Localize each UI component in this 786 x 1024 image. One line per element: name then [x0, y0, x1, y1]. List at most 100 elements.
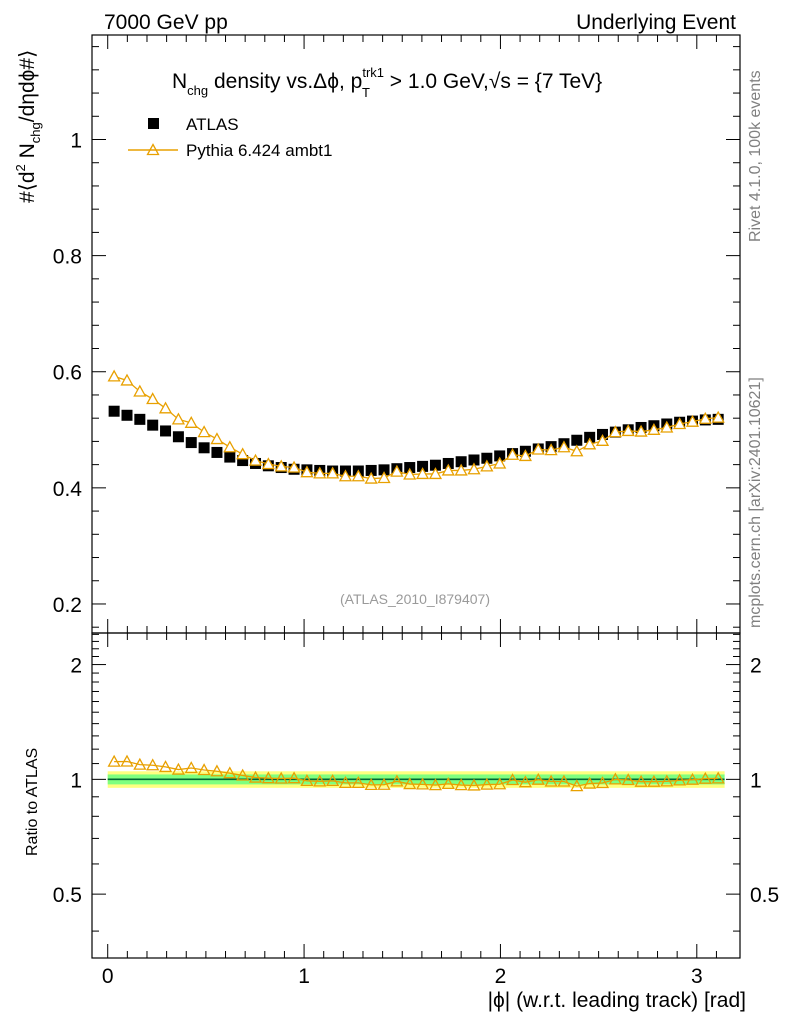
pythia-ratio-point	[505, 773, 520, 786]
atlas-data-point	[584, 431, 596, 443]
pythia-data-point	[647, 422, 661, 435]
pythia-ratio-point	[570, 779, 584, 792]
x-tick-label: 2	[495, 965, 507, 988]
pythia-data-point	[146, 392, 160, 405]
pythia-ratio-point	[544, 774, 558, 787]
pythia-data-point	[171, 412, 185, 425]
pythia-data-point	[158, 401, 173, 414]
pythia-data-point	[557, 440, 571, 453]
pythia-ratio-point	[248, 770, 263, 783]
pythia-data-point	[595, 433, 610, 446]
pythia-ratio-line	[114, 760, 719, 787]
pythia-data-point	[107, 369, 121, 382]
pythia-ratio-point	[287, 771, 301, 784]
ratio-y-axis-title: Ratio to ATLAS	[24, 748, 41, 856]
atlas-data-point	[378, 464, 390, 476]
pythia-ratio-point	[184, 761, 198, 774]
main-y-axis-title: #⟨d2 Nchg/dηdϕ#⟩	[13, 50, 43, 203]
main-y-tick-label: 0.8	[53, 246, 82, 269]
atlas-data-point	[237, 455, 249, 467]
atlas-data-point	[198, 442, 210, 454]
pythia-data-point	[685, 414, 700, 427]
pythia-data-point	[403, 467, 417, 480]
atlas-data-point	[417, 460, 429, 472]
main-y-tick-label: 0.4	[53, 478, 83, 501]
legend-data-label: ATLAS	[186, 115, 239, 134]
x-tick-label: 1	[298, 965, 310, 988]
pythia-ratio-point	[711, 771, 725, 784]
pythia-data-point	[467, 462, 481, 475]
pythia-ratio-point	[685, 772, 700, 785]
ratio-y-tick-label-left: 1	[70, 769, 82, 792]
pythia-ratio-point	[531, 772, 545, 785]
pythia-data-point	[660, 420, 674, 433]
pythia-ratio-point	[313, 774, 327, 787]
pythia-ratio-point	[338, 776, 353, 789]
pythia-ratio-point	[595, 776, 610, 789]
x-axis-title: |ϕ| (w.r.t. leading track) [rad]	[488, 989, 746, 1012]
pythia-data-point	[390, 464, 404, 477]
atlas-data-point	[108, 405, 120, 417]
atlas-data-point	[404, 462, 416, 474]
pythia-ratio-point	[415, 777, 430, 790]
ratio-uncertainty-band	[107, 771, 725, 788]
rivet-version-text: Rivet 4.1.0, 100k events	[747, 70, 764, 242]
atlas-data-point	[494, 450, 506, 462]
pythia-ratio-point	[158, 760, 173, 773]
pythia-data-point	[133, 384, 147, 397]
ratio-y-tick-label-right: 0.5	[750, 884, 779, 907]
pythia-data-point	[300, 465, 314, 478]
atlas-data-point	[160, 425, 172, 437]
pythia-ratio-point	[210, 764, 224, 777]
pythia-ratio-point	[377, 777, 391, 790]
pythia-ratio-point	[326, 773, 340, 786]
pythia-data-point	[698, 411, 712, 424]
pythia-data-point	[248, 453, 263, 466]
pythia-ratio-point	[608, 772, 622, 785]
ratio-y-tick-label-left: 0.5	[53, 884, 82, 907]
atlas-data-point	[429, 459, 441, 471]
pythia-data-point	[531, 442, 545, 455]
pythia-ratio-point	[660, 774, 674, 787]
pythia-data-point	[711, 410, 725, 423]
atlas-data-point	[147, 419, 159, 431]
pythia-ratio-point	[236, 768, 250, 781]
ratio-y-tick-label-left: 2	[70, 655, 82, 678]
analysis-id-label: (ATLAS_2010_I879407)	[340, 591, 490, 607]
pythia-data-point	[415, 467, 430, 480]
mcplots-credit-text: mcplots.cern.ch [arXiv:2401.10621]	[747, 377, 764, 628]
legend-data-marker	[148, 118, 159, 129]
plot-title: Nchg density vs.Δϕ, ptrk1 T > 1.0 GeV,√s …	[172, 65, 602, 100]
pythia-ratio-point	[403, 777, 417, 790]
main-panel-axes: 0.2 0.4 0.6 0.8 1	[53, 35, 740, 633]
main-y-tick-label: 0.6	[53, 362, 82, 385]
main-y-tick-label: 1	[70, 130, 82, 153]
header-left: 7000 GeV pp	[104, 11, 228, 34]
pythia-data-point	[313, 466, 327, 479]
header-right: Underlying Event	[576, 11, 736, 34]
pythia-data-point	[570, 444, 584, 457]
pythia-data-point	[621, 424, 635, 437]
pythia-ratio-point	[583, 776, 597, 789]
pythia-ratio-point	[634, 774, 648, 787]
pythia-data-point	[274, 459, 288, 472]
pythia-data-point	[493, 456, 507, 469]
pythia-data-point	[518, 449, 532, 462]
pythia-data-point	[223, 440, 237, 453]
pythia-ratio-point	[261, 771, 275, 784]
pythia-data-point	[583, 437, 597, 450]
pythia-data-point	[236, 447, 250, 460]
atlas-data-point	[224, 451, 236, 463]
atlas-data-point	[185, 437, 197, 449]
pythia-ratio-point	[274, 771, 288, 784]
pythia-ratio-point	[441, 777, 455, 790]
pythia-data-point	[120, 373, 134, 386]
ratio-y-tick-label-right: 2	[750, 655, 762, 678]
pythia-data-point	[480, 459, 494, 472]
pythia-data-point	[441, 463, 455, 476]
pythia-ratio-point	[300, 773, 314, 786]
pythia-ratio-point	[454, 778, 468, 791]
pythia-data-point	[210, 432, 224, 445]
pythia-ratio-point	[673, 773, 687, 786]
pythia-ratio-point	[467, 778, 481, 791]
